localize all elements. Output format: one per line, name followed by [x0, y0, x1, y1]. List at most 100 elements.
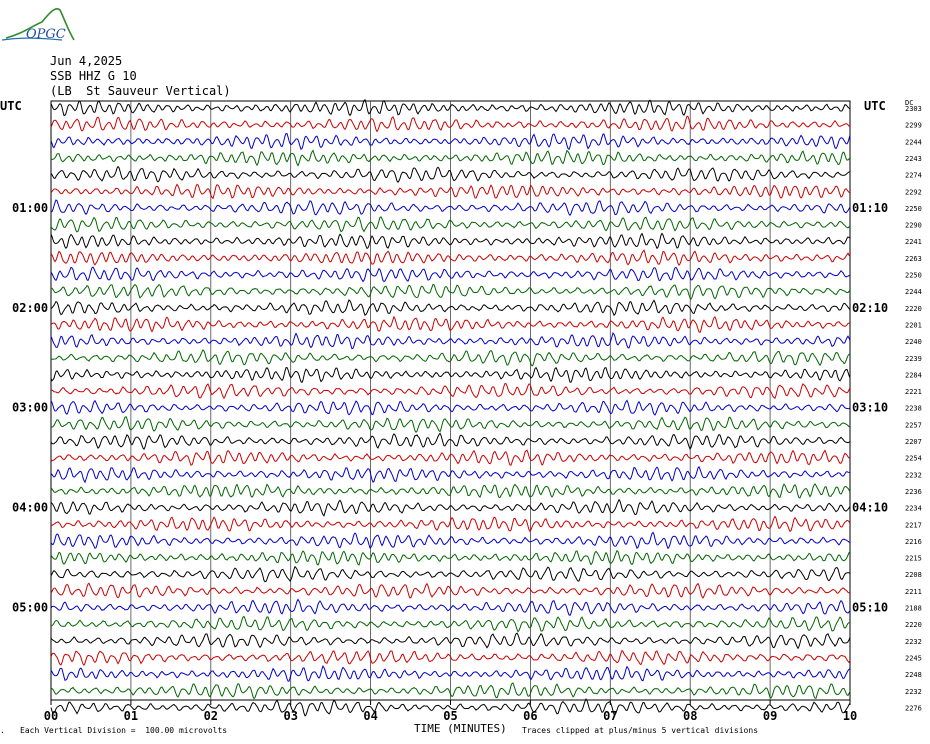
clip-note: Traces clipped at plus/minus 5 vertical …: [522, 726, 759, 735]
dc-offset-label: 2188: [905, 605, 922, 613]
dc-offset-label: 2248: [905, 671, 922, 679]
dc-offset-label: 2208: [905, 571, 922, 579]
right-axis-title: UTC: [864, 99, 886, 113]
site-label: (LB St Sauveur Vertical): [50, 84, 231, 98]
trace-line: [50, 465, 851, 484]
x-tick-label: 07: [603, 709, 617, 723]
trace-line: [50, 232, 851, 250]
trace-line: [50, 698, 851, 717]
left-hour-label: 04:00: [12, 501, 48, 515]
trace-line: [50, 115, 851, 133]
dc-offset-label: 2241: [905, 238, 922, 246]
trace-line: [50, 382, 851, 399]
dc-offset-label: 2240: [905, 338, 922, 346]
trace-line: [50, 565, 851, 583]
dc-offset-label: 2276: [905, 704, 922, 712]
trace-line: [50, 549, 851, 566]
trace-line: [50, 483, 851, 499]
x-tick-label: 01: [124, 709, 138, 723]
dc-offset-label: 2292: [905, 188, 922, 196]
dc-offset-label: 2215: [905, 555, 922, 563]
dc-offset-label: 2236: [905, 488, 922, 496]
dc-offset-label: 2232: [905, 471, 922, 479]
trace-line: [50, 498, 851, 517]
dc-offset-label: 2216: [905, 538, 922, 546]
trace-line: [50, 449, 851, 466]
units-corner-mark: .: [0, 726, 5, 735]
dc-offset-label: 2238: [905, 405, 922, 413]
x-axis-title: TIME (MINUTES): [414, 722, 507, 735]
trace-line: [50, 515, 851, 533]
dc-offset-label: 2299: [905, 122, 922, 130]
trace-line: [50, 349, 851, 367]
trace-line: [50, 399, 851, 416]
x-tick-label: 03: [283, 709, 297, 723]
trace-line: [50, 415, 851, 433]
dc-offset-label: 2207: [905, 438, 922, 446]
trace-line: [50, 299, 851, 317]
x-tick-label: 08: [683, 709, 697, 723]
scale-note: Each Vertical Division = 100.00 microvol…: [20, 726, 228, 735]
trace-line: [50, 315, 851, 333]
trace-line: [50, 283, 851, 300]
date-label: Jun 4,2025: [50, 54, 123, 68]
logo-text: OPGC: [26, 27, 66, 42]
dc-offset-label: 2250: [905, 205, 922, 213]
trace-line: [50, 199, 851, 217]
right-hour-label: 01:10: [852, 201, 888, 215]
trace-line: [50, 216, 851, 233]
dc-offset-label: 2284: [905, 371, 922, 379]
dc-offset-label: 2220: [905, 621, 922, 629]
dc-offset-label: 2244: [905, 138, 922, 146]
right-hour-label: 02:10: [852, 301, 888, 315]
dc-offset-label: 2217: [905, 521, 922, 529]
x-tick-label: 10: [843, 709, 857, 723]
trace-line: [50, 615, 851, 633]
dc-offset-label: 2232: [905, 638, 922, 646]
dc-header: DC: [905, 99, 913, 107]
x-tick-label: 04: [363, 709, 377, 723]
trace-line: [50, 133, 851, 151]
trace-line: [50, 664, 851, 682]
trace-line: [50, 165, 851, 183]
x-tick-label: 09: [763, 709, 777, 723]
trace-line: [50, 531, 851, 550]
left-axis-title: UTC: [0, 99, 22, 113]
dc-offset-label: 2254: [905, 455, 922, 463]
left-hour-label: 05:00: [12, 601, 48, 615]
right-hour-label: 05:10: [852, 601, 888, 615]
left-hour-label: 02:00: [12, 301, 48, 315]
x-tick-label: 00: [44, 709, 58, 723]
dc-offset-label: 2263: [905, 255, 922, 263]
trace-line: [50, 98, 851, 117]
right-hour-label: 04:10: [852, 501, 888, 515]
dc-offset-label: 2211: [905, 588, 922, 596]
dc-offset-label: 2234: [905, 505, 922, 513]
station-label: SSB HHZ G 10: [50, 69, 137, 83]
trace-line: [50, 331, 851, 350]
trace-line: [50, 598, 851, 617]
trace-line: [50, 649, 851, 667]
dc-offset-label: 2303: [905, 105, 922, 113]
dc-offset-label: 2244: [905, 288, 922, 296]
trace-line: [50, 149, 851, 167]
dc-offset-label: 2245: [905, 654, 922, 662]
left-hour-label: 03:00: [12, 401, 48, 415]
dc-offset-label: 2220: [905, 305, 922, 313]
dc-offset-label: 2221: [905, 388, 922, 396]
trace-line: [50, 249, 851, 267]
dc-offset-label: 2232: [905, 688, 922, 696]
left-hour-label: 01:00: [12, 201, 48, 215]
trace-line: [50, 366, 851, 384]
trace-line: [50, 682, 851, 700]
trace-line: [50, 632, 851, 650]
right-hour-label: 03:10: [852, 401, 888, 415]
trace-line: [50, 582, 851, 599]
trace-line: [50, 183, 851, 200]
x-tick-label: 02: [204, 709, 218, 723]
x-tick-label: 05: [443, 709, 457, 723]
trace-line: [50, 266, 851, 283]
dc-offset-label: 2257: [905, 421, 922, 429]
opgc-logo: OPGC: [2, 7, 75, 42]
